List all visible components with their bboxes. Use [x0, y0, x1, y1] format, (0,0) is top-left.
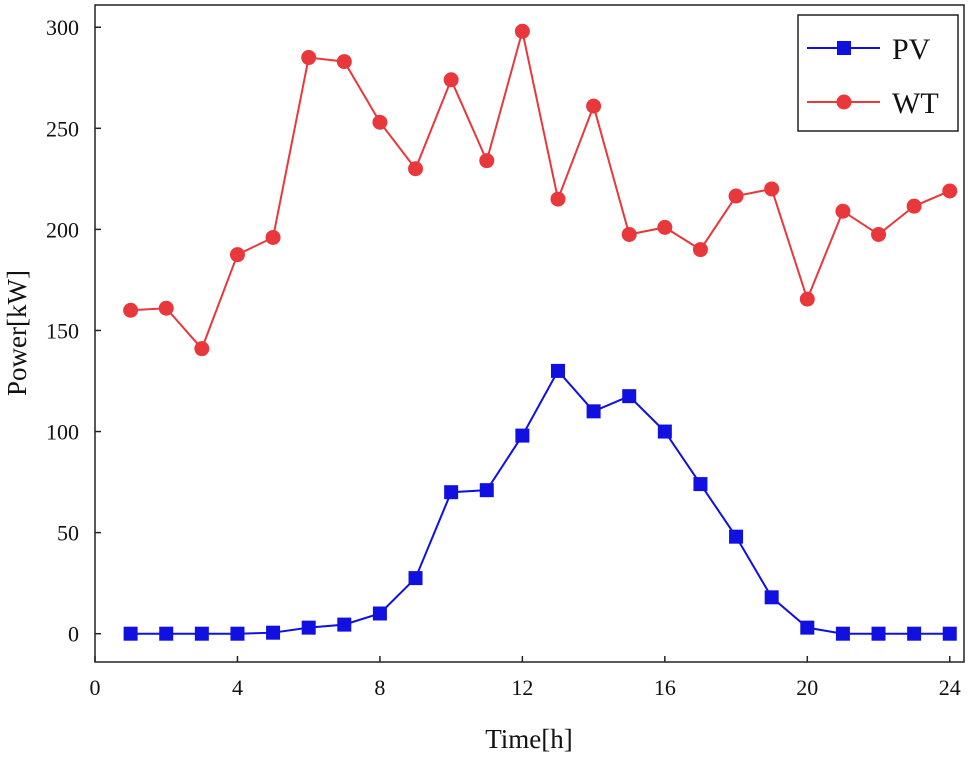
x-tick-label: 16: [654, 675, 676, 700]
series-layer: [123, 23, 958, 641]
data-point-wt: [942, 183, 958, 199]
legend-label-wt: WT: [892, 87, 939, 120]
data-point-pv: [835, 626, 850, 641]
x-tick-label: 0: [90, 675, 101, 700]
data-point-pv: [657, 424, 672, 439]
y-axis-title: Power[kW]: [2, 270, 32, 396]
x-tick-label: 20: [796, 675, 818, 700]
x-tick-label: 12: [511, 675, 533, 700]
data-point-pv: [337, 617, 352, 632]
data-point-wt: [692, 242, 708, 258]
data-point-wt: [799, 291, 815, 307]
data-point-wt: [301, 50, 317, 66]
data-point-pv: [194, 626, 209, 641]
data-point-pv: [550, 363, 565, 378]
data-point-pv: [871, 626, 886, 641]
axis-ticks: 0 4 8 12 16 20 24 0 50 100 150 200 250 300: [46, 15, 961, 700]
x-tick-label: 8: [374, 675, 385, 700]
data-point-pv: [729, 529, 744, 544]
data-point-pv: [800, 620, 815, 635]
data-point-wt: [657, 219, 673, 235]
data-point-wt: [336, 54, 352, 70]
data-point-pv: [230, 626, 245, 641]
data-point-wt: [764, 181, 780, 197]
y-tick-label: 300: [46, 15, 79, 40]
data-point-pv: [693, 477, 708, 492]
data-point-pv: [301, 620, 316, 635]
data-point-wt: [443, 72, 459, 88]
legend-marker-pv: [837, 41, 851, 55]
legend-marker-wt: [836, 94, 852, 110]
data-point-wt: [906, 198, 922, 214]
x-tick-label: 24: [939, 675, 961, 700]
data-point-pv: [408, 571, 423, 586]
data-point-pv: [444, 485, 459, 500]
data-point-wt: [194, 341, 210, 357]
data-point-wt: [265, 229, 281, 245]
data-point-pv: [586, 404, 601, 419]
data-point-wt: [479, 153, 495, 169]
y-tick-label: 150: [46, 318, 79, 343]
data-point-wt: [372, 114, 388, 130]
data-point-wt: [621, 226, 637, 242]
legend: PV WT: [797, 14, 959, 132]
data-point-pv: [372, 606, 387, 621]
data-point-wt: [871, 226, 887, 242]
y-tick-label: 100: [46, 420, 79, 445]
legend-box: [797, 14, 959, 132]
data-point-wt: [550, 191, 566, 207]
y-tick-label: 0: [68, 622, 79, 647]
series-line-pv: [130, 369, 950, 635]
x-tick-label: 4: [232, 675, 243, 700]
data-point-wt: [586, 98, 602, 114]
data-point-pv: [159, 626, 174, 641]
data-point-wt: [123, 302, 139, 318]
data-point-wt: [728, 188, 744, 204]
data-point-pv: [622, 389, 637, 404]
data-point-pv: [907, 626, 922, 641]
y-tick-label: 50: [57, 521, 79, 546]
data-point-wt: [514, 23, 530, 39]
data-point-pv: [942, 626, 957, 641]
data-point-pv: [764, 590, 779, 605]
data-point-wt: [835, 203, 851, 219]
data-point-wt: [408, 161, 424, 177]
data-point-wt: [158, 300, 174, 316]
plot-frame: [94, 4, 965, 663]
data-point-pv: [515, 428, 530, 443]
data-point-pv: [266, 625, 281, 640]
legend-label-pv: PV: [892, 33, 931, 66]
data-point-wt: [229, 247, 245, 263]
data-point-pv: [123, 626, 138, 641]
y-tick-label: 200: [46, 217, 79, 242]
y-tick-label: 250: [46, 116, 79, 141]
data-point-pv: [479, 483, 494, 498]
x-axis-title: Time[h]: [485, 724, 573, 754]
